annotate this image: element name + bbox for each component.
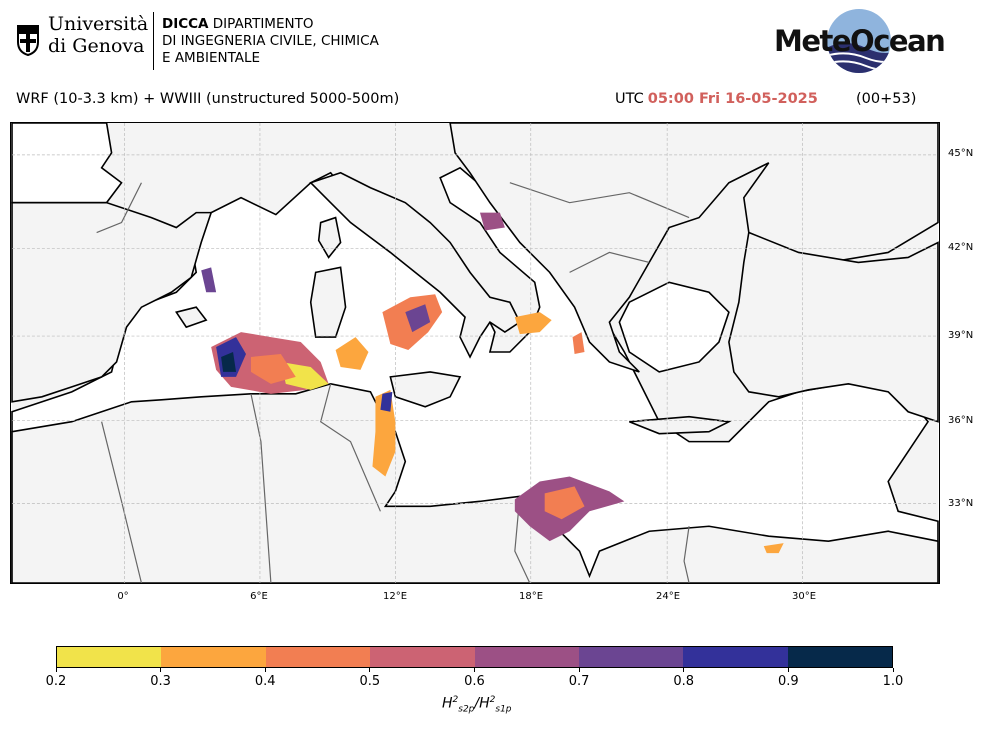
header-separator [153,12,154,70]
university-city: di Genova [48,35,145,57]
iberia-land [11,201,213,403]
lat-label-36: 36°N [948,415,974,426]
department-acronym: DICCA [162,16,209,32]
lat-label-33: 33°N [948,498,974,509]
atlantic-north [11,123,123,204]
colorbar-tick-label: 0.7 [568,674,590,689]
colorbar-tick-mark [578,668,580,672]
lon-label-6e: 6°E [250,591,268,602]
colorbar-segment [265,647,371,667]
balearic-islands [175,306,208,329]
colorbar-tick-mark [55,668,57,672]
lat-label-42: 42°N [948,242,974,253]
colorbar-label: H2s2p/H2s1p [442,695,512,715]
colorbar-tick-label: 0.5 [359,674,381,689]
forecast-lead: (00+53) [856,91,917,107]
colorbar-tick-label: 0.2 [45,674,67,689]
corsica-island [317,216,342,259]
colorbar-tick-label: 0.9 [778,674,799,689]
colorbar-tick-label: 0.6 [464,674,485,689]
colorbar-segment [57,647,162,667]
cb-label-h2: H [479,695,490,712]
university-name: Università [48,13,149,35]
italy-land [309,171,521,359]
colorbar-tick-mark [160,668,162,672]
department-line-3: E AMBIENTALE [162,50,261,66]
colorbar-segment [683,647,788,667]
colorbar-tick-label: 0.3 [150,674,171,689]
colorbar-tick-mark [683,668,685,672]
colorbar-tick-label: 1.0 [882,674,904,689]
cb-label-sup1: 2 [452,695,459,705]
cb-label-sub2: s1p [495,704,512,715]
forecast-datetime: 05:00 Fri 16-05-2025 [647,91,818,107]
model-title: WRF (10-3.3 km) + WWIII (unstructured 50… [16,91,400,107]
unige-crest-icon [17,25,39,56]
colorbar-segment [578,647,684,667]
department-line-2: DI INGEGNERIA CIVILE, CHIMICA [162,33,379,49]
lat-label-39: 39°N [948,330,974,341]
lat-label-45: 45°N [948,148,974,159]
colorbar [56,646,893,668]
lon-label-30e: 30°E [791,591,817,602]
north-africa-land [11,383,939,583]
colorbar-tick-mark [787,668,789,672]
cb-label-sub1: s2p [458,704,475,715]
lon-label-12e: 12°E [382,591,408,602]
country-borders [96,182,690,583]
department-line-1-rest: DIPARTIMENTO [208,16,314,32]
sardinia-island [309,266,347,338]
forecast-time: UTC 05:00 Fri 16-05-2025 [615,91,818,107]
colorbar-segment [370,647,475,667]
colorbar-segment [161,647,266,667]
meteocean-globe-icon [827,9,891,73]
colorbar-tick-mark [369,668,371,672]
cb-label-h1: H [442,695,453,712]
colorbar-segment [787,647,892,667]
colorbar-segment [474,647,579,667]
lon-label-24e: 24°E [655,591,681,602]
mediterranean-map[interactable] [10,122,940,584]
colorbar-tick-label: 0.4 [254,674,276,689]
anatolia-land [728,231,939,423]
colorbar-tick-label: 0.8 [673,674,695,689]
wave-ratio-field [201,212,784,554]
meteocean-logo-text: MeteOcean [774,24,946,58]
department-line-1: DICCA DIPARTIMENTO [162,16,313,33]
utc-label: UTC [615,91,644,107]
colorbar-tick-mark [892,668,894,672]
cb-label-sup2: 2 [489,695,496,705]
lon-label-0: 0° [117,591,129,602]
aegean-sea [618,281,730,373]
colorbar-tick-mark [264,668,266,672]
colorbar-tick-mark [474,668,475,672]
lon-label-18e: 18°E [518,591,544,602]
